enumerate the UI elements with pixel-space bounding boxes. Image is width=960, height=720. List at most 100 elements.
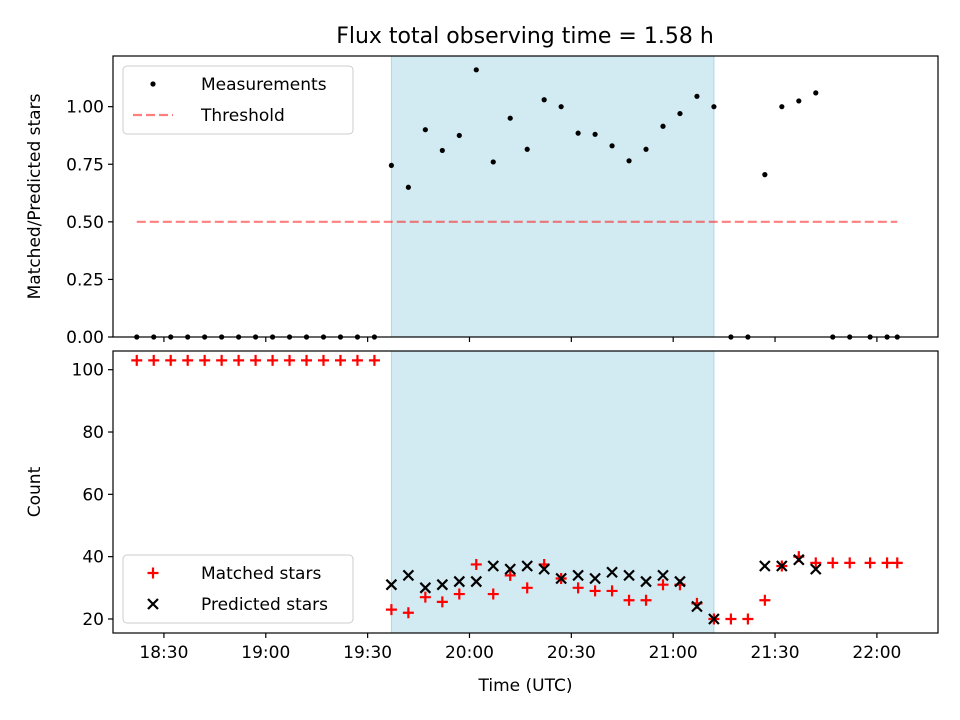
x-tick-label: 22:00	[852, 643, 901, 663]
matched-star-point	[436, 596, 448, 608]
matched-star-point	[810, 557, 822, 569]
predicted-star-point	[691, 600, 703, 613]
matched-star-point	[640, 594, 652, 606]
y-tick-label: 1.00	[66, 98, 104, 118]
plot-ratio: 0.00 0.25 0.50 0.75 1.00 Matched/Predicted st…	[25, 55, 939, 348]
matched-star-point	[864, 557, 876, 569]
predicted-star-point	[640, 575, 652, 588]
measurement-point	[507, 115, 513, 121]
observing-window-shade	[390, 351, 715, 633]
matched-star-point	[317, 354, 329, 366]
matched-star-point	[216, 354, 228, 366]
matched-star-point	[199, 354, 211, 366]
predicted-star-point	[759, 560, 771, 572]
measurement-point	[456, 132, 462, 139]
y-tick-label: 0.50	[66, 213, 104, 233]
legend: Measurements Threshold	[122, 65, 354, 135]
matched-star-point	[742, 613, 754, 625]
predicted-star-point	[623, 569, 635, 582]
axes-frame	[112, 55, 939, 338]
matched-star-point	[470, 558, 482, 570]
predicted-star-point	[453, 575, 466, 588]
measurement-point	[439, 147, 445, 154]
measurement-point	[711, 104, 717, 110]
matched-star-point	[657, 579, 669, 591]
y-tick-label: 80	[82, 423, 104, 443]
matched-star-point	[351, 354, 363, 366]
legend-label: Matched stars	[201, 564, 321, 584]
measurement-point	[813, 90, 819, 96]
matched-star-point	[233, 354, 245, 366]
measurement-point	[609, 143, 615, 149]
y-tick-label: 0.25	[66, 270, 104, 290]
matched-star-point	[725, 613, 737, 625]
predicted-star-point	[504, 563, 516, 575]
legend-swatch	[150, 81, 156, 87]
measurement-point	[473, 67, 479, 73]
predicted-star-point	[402, 569, 415, 582]
predicted-star-point	[521, 560, 533, 572]
y-tick-label: 60	[82, 485, 104, 505]
x-axis-label: Time (UTC)	[478, 676, 573, 696]
predicted-star-point	[674, 575, 686, 588]
predicted-star-point	[810, 563, 822, 575]
predicted-star-point	[606, 566, 618, 579]
matched-star-point	[572, 582, 584, 594]
y-tick-label: 20	[82, 610, 104, 630]
measurement-point	[762, 172, 768, 178]
matched-star-point	[250, 354, 262, 366]
predicted-star-point	[538, 563, 550, 575]
x-tick-label: 19:30	[343, 643, 392, 663]
x-tick-label: 21:00	[649, 643, 698, 663]
matched-star-point	[521, 582, 533, 594]
plot-counts: 20 40 60 80 100 18:30 19:00 19:30 20:00 20:30 21:0…	[25, 350, 939, 696]
matched-star-point	[844, 557, 856, 569]
y-axis-label: Matched/Predicted stars	[25, 93, 45, 299]
matched-star-point	[165, 354, 177, 366]
y-tick-label: 40	[82, 548, 104, 568]
matched-star-point	[368, 354, 380, 366]
measurement-point	[796, 98, 802, 104]
predicted-star-point	[487, 560, 500, 572]
matched-star-point	[334, 354, 346, 366]
measurement-point	[422, 127, 428, 133]
x-tick-label: 21:30	[751, 643, 800, 663]
predicted-star-point	[708, 613, 720, 625]
predicted-star-point	[793, 553, 805, 566]
axes-frame	[112, 350, 939, 634]
measurement-point	[643, 146, 649, 152]
observing-window-shade	[390, 56, 715, 337]
legend-label: Predicted stars	[201, 595, 328, 615]
matched-star-point	[131, 354, 143, 366]
matched-star-point	[148, 354, 160, 366]
measurement-point	[388, 162, 394, 169]
x-tick-label: 20:30	[547, 643, 596, 663]
matched-star-point	[385, 604, 397, 616]
legend-swatch	[147, 598, 159, 610]
legend-frame	[122, 554, 354, 624]
matched-star-point	[453, 588, 465, 600]
measurement-point	[490, 159, 496, 165]
measurement-point	[558, 104, 564, 110]
measurement-point	[592, 131, 598, 137]
predicted-star-point	[555, 572, 567, 585]
measurement-point	[575, 130, 581, 136]
chart-title: Flux total observing time = 1.58 h	[336, 24, 714, 49]
predicted-star-point	[589, 572, 601, 585]
matched-star-point	[267, 354, 279, 366]
predicted-star-point	[436, 578, 449, 591]
predicted-star-point	[470, 575, 483, 588]
measurement-point	[626, 158, 632, 164]
legend-swatch	[147, 567, 159, 579]
measurement-point	[405, 184, 411, 190]
measurement-point	[694, 93, 700, 99]
predicted-star-point	[572, 569, 584, 582]
matched-star-point	[759, 594, 771, 606]
matched-star-point	[606, 585, 618, 597]
matched-star-point	[301, 354, 313, 366]
measurement-point	[541, 97, 547, 103]
predicted-star-point	[419, 582, 432, 594]
matched-star-point	[487, 588, 499, 600]
matched-star-point	[623, 594, 635, 606]
